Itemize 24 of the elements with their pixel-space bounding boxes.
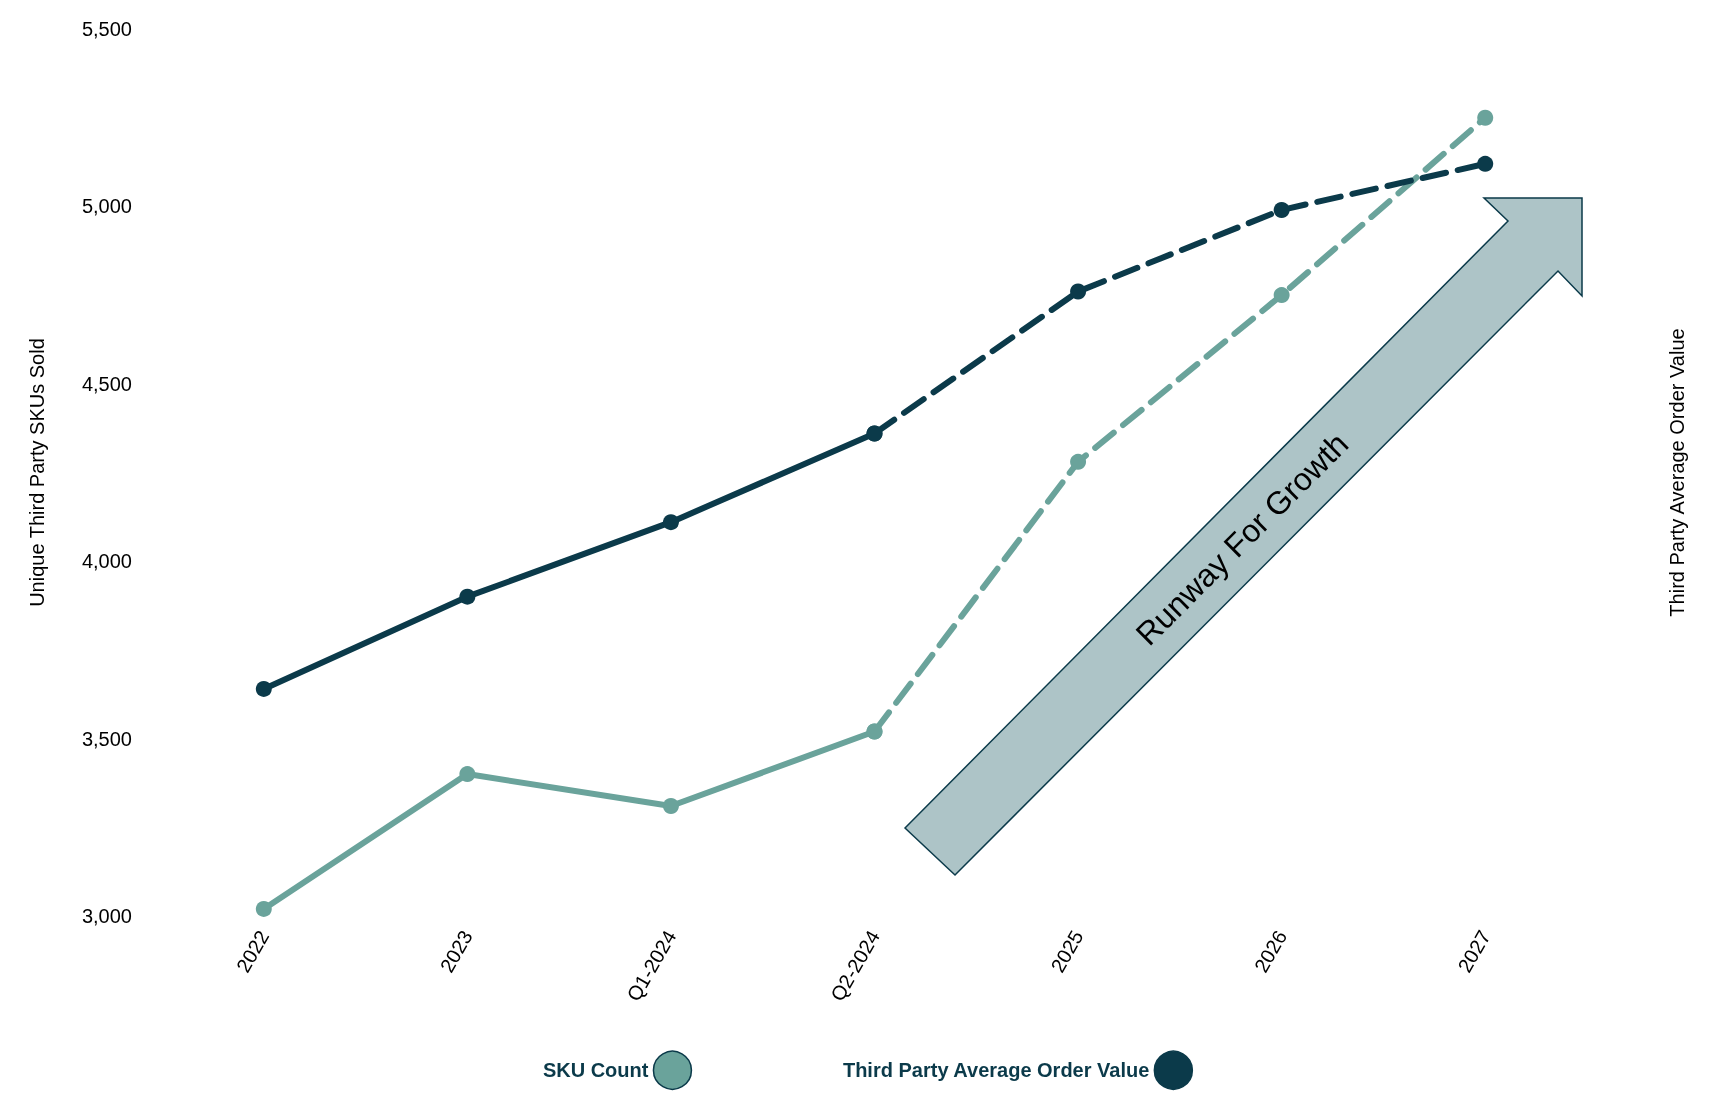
point bbox=[1273, 201, 1290, 218]
point bbox=[255, 900, 272, 917]
point bbox=[255, 680, 272, 697]
legend-label: Third Party Average Order Value bbox=[842, 1059, 1150, 1082]
point bbox=[662, 514, 679, 531]
y-tick-label: 5,000 bbox=[81, 195, 132, 218]
point bbox=[1477, 109, 1494, 126]
point bbox=[866, 425, 883, 442]
point bbox=[459, 766, 476, 783]
point bbox=[1477, 155, 1494, 172]
y-tick-label: 3,500 bbox=[81, 727, 132, 750]
y-tick-label: 4,500 bbox=[81, 372, 132, 395]
point bbox=[1070, 453, 1087, 470]
point bbox=[459, 588, 476, 605]
y-tick-label: 4,000 bbox=[81, 550, 132, 573]
point bbox=[1070, 283, 1087, 300]
y2-axis-title: Third Party Average Order Value bbox=[1666, 328, 1688, 617]
y-tick-label: 3,000 bbox=[81, 905, 132, 927]
y-axis-title: Unique Third Party SKUs Sold bbox=[26, 338, 48, 607]
point bbox=[866, 723, 883, 740]
legend-label: SKU Count bbox=[542, 1059, 649, 1082]
point bbox=[662, 798, 679, 815]
y-tick-label: 5,500 bbox=[81, 18, 132, 40]
point bbox=[1273, 287, 1290, 304]
